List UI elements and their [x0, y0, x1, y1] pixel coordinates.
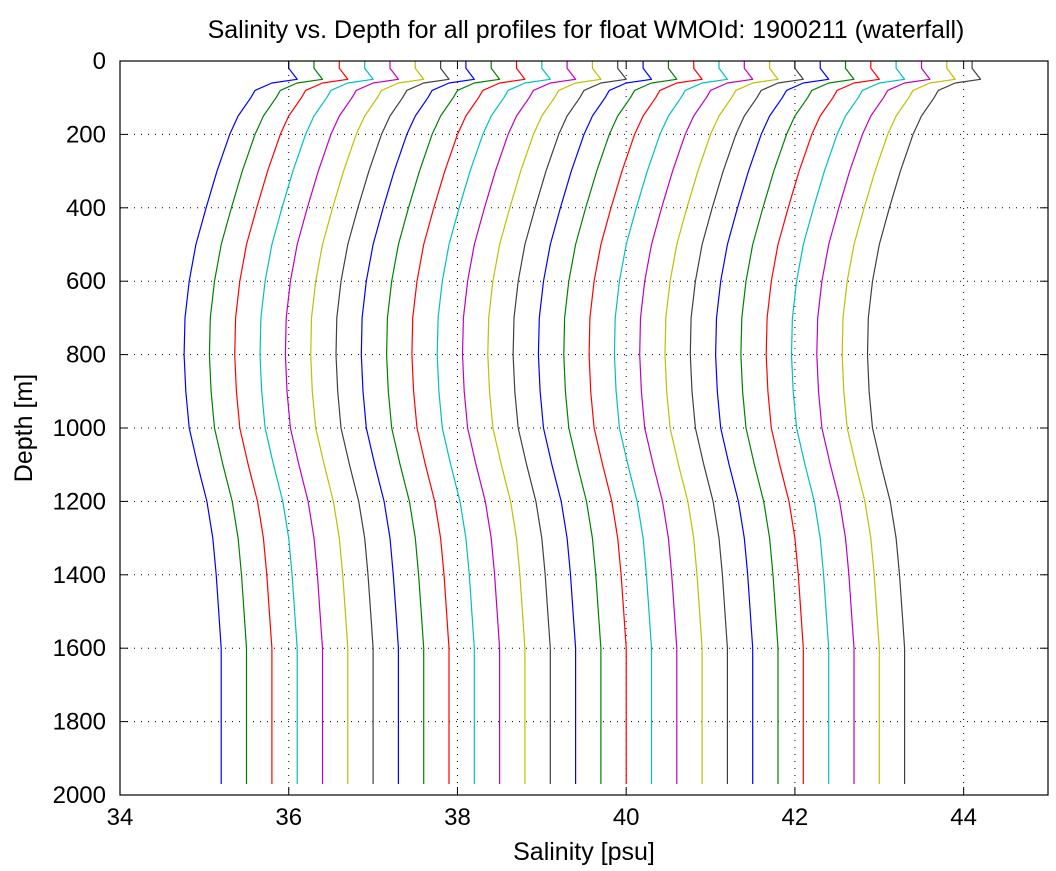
salinity-profile-line [537, 61, 653, 784]
salinity-profile-line [411, 61, 526, 784]
salinity-profile-line [689, 61, 804, 784]
salinity-profile-line [765, 61, 880, 784]
salinity-profile-line [790, 61, 906, 784]
y-tick-label: 0 [93, 48, 106, 75]
y-tick-label: 1400 [53, 562, 106, 589]
y-tick-label: 1800 [53, 709, 106, 736]
salinity-profile-line [664, 61, 779, 784]
salinity-profile-line [234, 61, 349, 784]
plot-frame [119, 60, 1049, 796]
salinity-profile-line [639, 61, 754, 784]
salinity-profile-line [208, 61, 324, 784]
grid-layer [120, 61, 1048, 795]
chart-title: Salinity vs. Depth for all profiles for … [208, 16, 965, 44]
x-tick-label: 34 [107, 804, 134, 831]
y-tick-label: 2000 [53, 782, 106, 809]
salinity-profile-line [183, 61, 298, 784]
salinity-profile-line [613, 61, 729, 784]
x-tick-label: 36 [275, 804, 302, 831]
salinity-profile-line [588, 61, 703, 784]
salinity-profile-line [563, 61, 678, 784]
x-axis-label: Salinity [psu] [513, 838, 655, 866]
salinity-profile-line [816, 61, 931, 784]
y-tick-label: 600 [66, 268, 106, 295]
x-tick-label: 44 [950, 804, 977, 831]
salinity-profile-line [259, 61, 374, 784]
salinity-profile-line [386, 61, 501, 784]
salinity-profile-line [461, 61, 577, 784]
series-layer [183, 61, 982, 784]
x-tick-label: 42 [782, 804, 809, 831]
y-tick-label: 1000 [53, 415, 106, 442]
salinity-profile-line [360, 61, 475, 784]
salinity-profile-line [284, 61, 399, 784]
tick-layer: 34 36 38 40 42 44 0 200 400 600 800 1000 1200 1400 160… [53, 48, 1048, 831]
x-tick-label: 40 [613, 804, 640, 831]
salinity-profile-line [487, 61, 602, 784]
y-tick-label: 400 [66, 195, 106, 222]
y-axis-label: Depth [m] [10, 374, 38, 482]
salinity-profile-line [512, 61, 627, 784]
x-tick-label: 38 [444, 804, 471, 831]
salinity-profile-line [866, 61, 982, 784]
y-tick-label: 1600 [53, 635, 106, 662]
y-tick-label: 800 [66, 342, 106, 369]
y-tick-label: 1200 [53, 488, 106, 515]
salinity-profile-line [841, 61, 956, 784]
salinity-profile-line [335, 61, 450, 784]
salinity-profile-line [714, 61, 830, 784]
salinity-profile-line [740, 61, 855, 784]
salinity-profile-line [436, 61, 551, 784]
y-tick-label: 200 [66, 121, 106, 148]
salinity-profile-line [310, 61, 425, 784]
